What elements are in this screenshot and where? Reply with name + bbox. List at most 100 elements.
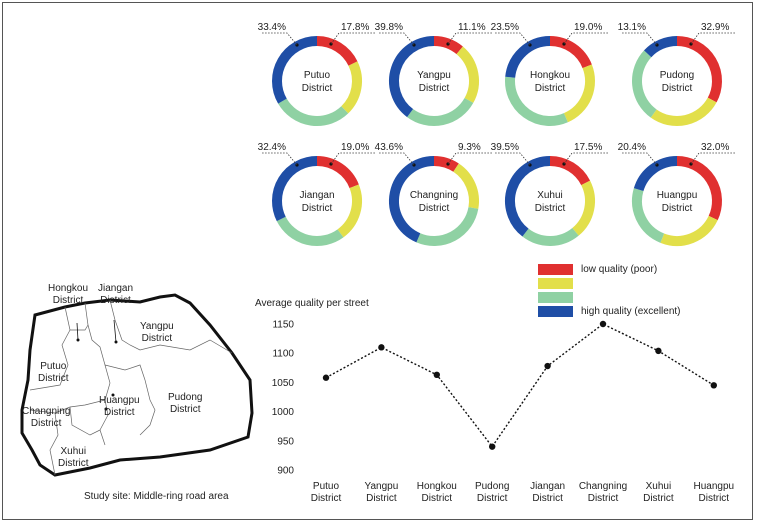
map-leader-lines	[76, 319, 117, 343]
map-label-hongkou-name: Hongkou	[48, 283, 89, 294]
donut-changning: Changning District 43.6% 9.3%	[375, 142, 492, 246]
donut-yangpu-segment-medium-high	[407, 97, 474, 126]
donut-jiangan-segment-medium-high	[276, 216, 344, 246]
map-outline	[20, 293, 254, 477]
donut-putuo-segment-high	[272, 36, 318, 104]
map-label-changning-suffix: District	[30, 418, 62, 429]
map-label-changning-name: Changning	[22, 406, 71, 417]
donut-jiangan-segment-low	[316, 156, 359, 189]
donut-xuhui-right-label: 17.5%	[574, 142, 602, 153]
donut-pudong-name: Pudong	[660, 70, 694, 81]
donut-yangpu-suffix: District	[419, 83, 450, 94]
map-label-changning: Changning District	[22, 406, 70, 430]
legend-item-medium-high	[538, 290, 681, 304]
donut-hongkou-segment-low	[549, 36, 592, 69]
donut-putuo-suffix: District	[302, 83, 333, 94]
map-caption: Study site: Middle-ring road area	[84, 491, 229, 502]
donut-putuo: Putuo District 33.4% 17.8%	[258, 22, 375, 126]
donut-xuhui-left-label: 39.5%	[491, 142, 519, 153]
donut-huangpu-left-leader	[622, 152, 658, 166]
map-label-hongkou: Hongkou District	[48, 283, 88, 307]
donut-xuhui-segment-high	[505, 156, 551, 237]
map-label-hongkou-suffix: District	[52, 295, 84, 306]
legend-item-medium-low	[538, 276, 681, 290]
map-label-xuhui-suffix: District	[58, 458, 89, 469]
map-label-yangpu-suffix: District	[141, 333, 173, 344]
map-label-yangpu-name: Yangpu	[140, 321, 174, 332]
donut-changning-segment-medium-high	[416, 206, 479, 246]
map-label-huangpu: Huangpu District	[99, 395, 140, 419]
legend-swatch-medium-low	[538, 277, 573, 289]
donut-pudong: Pudong District 13.1% 32.9%	[618, 22, 735, 126]
study-site-map	[20, 293, 254, 477]
legend-label-low: low quality (poor)	[581, 263, 658, 275]
map-label-jiangan-name: Jiangan	[98, 283, 134, 294]
donut-hongkou-segment-high	[505, 36, 551, 78]
donut-changning-left-leader	[379, 152, 415, 166]
map-label-huangpu-suffix: District	[104, 407, 135, 418]
legend-item-high: high quality (excellent)	[538, 304, 681, 318]
donut-putuo-segment-medium-low	[341, 61, 362, 114]
donut-huangpu-suffix: District	[662, 203, 693, 214]
donut-huangpu-left-label: 20.4%	[618, 142, 646, 153]
donut-pudong-segment-medium-low	[650, 97, 717, 126]
donut-huangpu-segment-low	[676, 156, 722, 221]
donut-xuhui-segment-medium-low	[572, 180, 595, 236]
donut-putuo-left-leader	[262, 32, 298, 46]
donut-jiangan-left-leader	[262, 152, 298, 166]
donut-jiangan-segment-high	[272, 156, 318, 222]
donut-hongkou: Hongkou District 23.5% 19.0%	[491, 22, 608, 126]
donut-changning-suffix: District	[419, 203, 450, 214]
legend-swatch-high	[538, 305, 573, 317]
map-label-putuo-suffix: District	[38, 373, 69, 384]
map-label-xuhui-name: Xuhui	[60, 446, 87, 457]
donut-hongkou-left-leader	[495, 32, 531, 46]
legend-swatch-medium-high	[538, 291, 573, 303]
donut-putuo-segment-low	[316, 36, 358, 66]
donut-huangpu-right-label: 32.0%	[701, 142, 729, 153]
legend-label-high: high quality (excellent)	[581, 305, 681, 317]
map-label-yangpu: Yangpu District	[140, 321, 174, 345]
donut-yangpu-left-label: 39.8%	[375, 22, 403, 33]
donut-hongkou-right-label: 19.0%	[574, 22, 602, 33]
map-label-pudong: Pudong District	[168, 392, 202, 416]
donut-xuhui-segment-low	[549, 156, 591, 186]
donut-jiangan: Jiangan District 32.4% 19.0%	[258, 142, 375, 246]
donut-pudong-segment-high	[644, 36, 678, 58]
donut-yangpu: Yangpu District 39.8% 11.1%	[375, 22, 492, 126]
donut-hongkou-left-label: 23.5%	[491, 22, 519, 33]
donut-huangpu: Huangpu District 20.4% 32.0%	[618, 142, 735, 246]
map-label-huangpu-name: Huangpu	[99, 395, 140, 406]
donut-pudong-left-label: 13.1%	[618, 22, 646, 33]
donut-yangpu-segment-high	[389, 36, 435, 118]
legend: low quality (poor) high quality (excelle…	[538, 262, 681, 318]
map-label-jiangan: Jiangan District	[98, 283, 133, 307]
donut-yangpu-segment-medium-low	[456, 46, 479, 103]
donut-changning-left-label: 43.6%	[375, 142, 403, 153]
donut-putuo-right-label: 17.8%	[341, 22, 369, 33]
donut-jiangan-right-label: 19.0%	[341, 142, 369, 153]
donut-changning-segment-high	[389, 156, 435, 243]
line-chart-title: Average quality per street	[255, 298, 369, 309]
map-label-pudong-suffix: District	[169, 404, 201, 415]
district-borders	[29, 299, 233, 476]
donut-pudong-segment-medium-high	[632, 50, 657, 118]
donut-huangpu-segment-high	[633, 156, 678, 192]
donut-pudong-suffix: District	[662, 83, 693, 94]
map-label-putuo: Putuo District	[38, 361, 69, 385]
donut-yangpu-name: Yangpu	[417, 70, 451, 81]
map-label-xuhui: Xuhui District	[58, 446, 89, 470]
donut-huangpu-segment-medium-low	[660, 215, 718, 246]
donut-xuhui-suffix: District	[535, 203, 566, 214]
donut-xuhui: Xuhui District 39.5% 17.5%	[491, 142, 608, 246]
donut-charts: Putuo District 33.4% 17.8% Yangpu District 39.…	[258, 22, 735, 246]
donut-huangpu-name: Huangpu	[657, 190, 698, 201]
donut-xuhui-name: Xuhui	[537, 190, 563, 201]
donut-changning-right-label: 9.3%	[458, 142, 481, 153]
donut-hongkou-name: Hongkou	[530, 70, 570, 81]
donut-jiangan-left-label: 32.4%	[258, 142, 286, 153]
donut-changning-segment-low	[433, 156, 459, 172]
donut-putuo-name: Putuo	[304, 70, 331, 81]
donut-yangpu-left-leader	[379, 32, 415, 46]
